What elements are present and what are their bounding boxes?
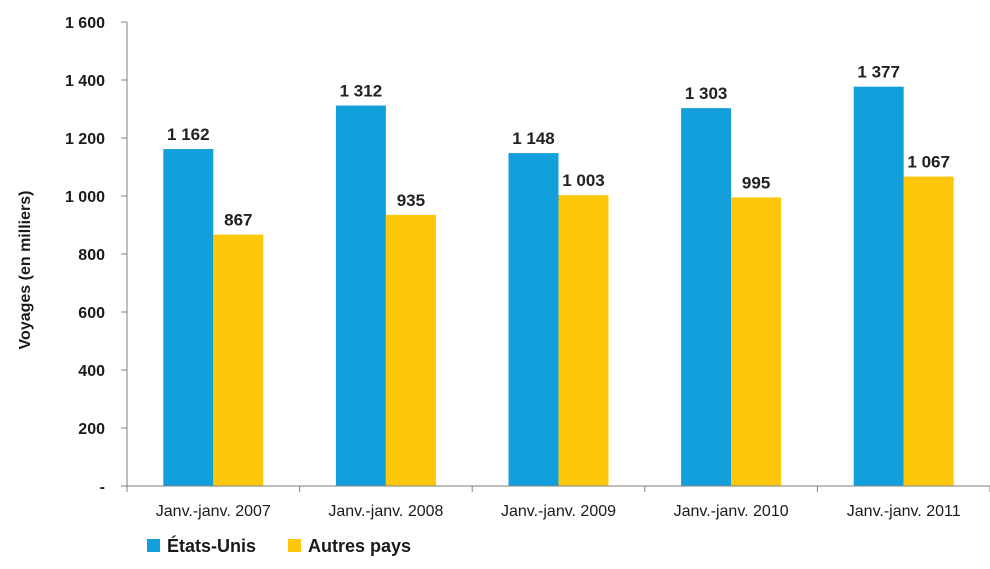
y-tick-label: 600: [78, 305, 105, 322]
y-tick-label: 1 200: [65, 131, 105, 148]
bar-series-1: [163, 149, 214, 486]
data-label: 1 148: [512, 129, 555, 148]
bar-series-2: [213, 234, 264, 486]
bars: [163, 86, 954, 487]
y-tick-label: 1 600: [65, 15, 105, 32]
x-tick-label: Janv.-janv. 2011: [847, 503, 961, 520]
y-axis-title-group: Voyages (en milliers): [17, 191, 34, 350]
data-label: 1 067: [907, 153, 950, 172]
x-tick-label: Janv.-janv. 2009: [501, 503, 616, 520]
x-tick-label: Janv.-janv. 2010: [674, 503, 789, 520]
legend-swatch: [288, 539, 301, 552]
data-label: 1 003: [562, 171, 605, 190]
legend-label: États-Unis: [167, 535, 256, 556]
data-label: 935: [397, 191, 425, 210]
x-tick-label: Janv.-janv. 2007: [156, 503, 271, 520]
axes: [126, 22, 990, 487]
data-label: 1 312: [340, 82, 383, 101]
bar-series-1: [335, 105, 386, 487]
y-axis-ticks: - 200 400 600 800 1 000 1 200 1 400 1 600: [65, 15, 127, 496]
x-tick-label: Janv.-janv. 2008: [328, 503, 443, 520]
y-tick-label: 1 400: [65, 73, 105, 90]
bar-series-1: [853, 86, 904, 487]
bar-series-2: [903, 176, 954, 486]
data-label: 1 377: [857, 63, 900, 82]
bar-series-2: [558, 195, 609, 486]
value-labels: 1 162 867 1 312 935 1 148 1 003 1 303 995 1 377 1…: [167, 63, 950, 230]
y-tick-label: -: [100, 479, 105, 496]
legend-label: Autres pays: [308, 536, 411, 556]
y-tick-label: 800: [78, 247, 105, 264]
data-label: 995: [742, 173, 770, 192]
x-axis-ticks: Janv.-janv. 2007 Janv.-janv. 2008 Janv.-ja…: [126, 486, 990, 520]
legend: États-Unis Autres pays: [147, 535, 411, 556]
y-tick-label: 400: [78, 363, 105, 380]
y-tick-label: 200: [78, 421, 105, 438]
bar-series-1: [508, 153, 559, 486]
data-label: 1 162: [167, 125, 210, 144]
bar-series-2: [731, 197, 782, 486]
data-label: 1 303: [685, 84, 728, 103]
bar-series-1: [681, 108, 732, 486]
legend-swatch: [147, 539, 160, 552]
bar-series-2: [385, 214, 436, 486]
y-axis-title: Voyages (en milliers): [17, 191, 34, 350]
y-tick-label: 1 000: [65, 189, 105, 206]
data-label: 867: [224, 211, 252, 230]
